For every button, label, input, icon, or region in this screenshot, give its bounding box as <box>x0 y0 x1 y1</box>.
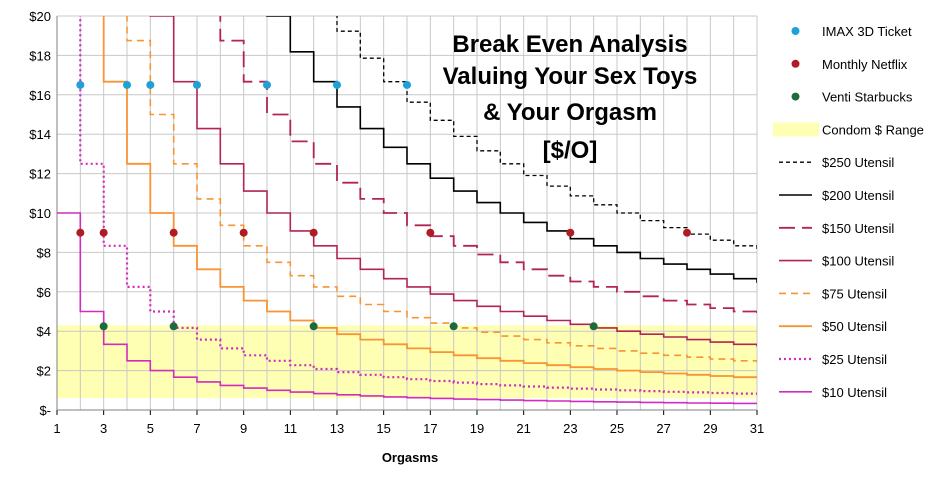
marker-venti-starbucks <box>449 322 458 331</box>
x-tick-label: 27 <box>656 421 670 436</box>
x-axis-label: Orgasms <box>382 450 438 465</box>
marker-monthly-netflix <box>683 228 691 237</box>
chart-title-line-2: Valuing Your Sex Toys <box>443 63 698 90</box>
x-tick-label: 23 <box>563 421 577 436</box>
y-tick-label: $10 <box>29 206 51 221</box>
y-tick-label: $16 <box>29 88 51 103</box>
legend-marker-imax-3d-ticket <box>791 27 800 35</box>
legend-label: $100 Utensil <box>822 254 894 269</box>
y-tick-label: $2 <box>37 364 51 379</box>
series-line-75 <box>126 16 757 363</box>
x-tick-label: 17 <box>423 421 437 436</box>
x-tick-label: 29 <box>703 421 717 436</box>
series-line-100 <box>149 16 757 347</box>
x-tick-label: 7 <box>193 421 200 436</box>
legend-label: $50 Utensil <box>822 319 887 334</box>
x-tick-label: 13 <box>330 421 344 436</box>
marker-monthly-netflix <box>309 228 318 237</box>
marker-imax-3d-ticket <box>123 80 131 89</box>
x-tick-label: 5 <box>147 421 154 436</box>
legend-label: Condom $ Range <box>822 122 924 137</box>
marker-monthly-netflix <box>169 228 178 237</box>
marker-venti-starbucks <box>589 322 598 331</box>
x-tick-label: 15 <box>376 421 390 436</box>
marker-imax-3d-ticket <box>76 80 85 89</box>
legend-label: $200 Utensil <box>822 188 894 203</box>
marker-venti-starbucks <box>169 322 178 331</box>
marker-monthly-netflix <box>76 228 85 237</box>
marker-imax-3d-ticket <box>193 80 201 89</box>
y-tick-label: $18 <box>29 48 51 63</box>
marker-monthly-netflix <box>426 228 435 237</box>
y-tick-label: $12 <box>29 167 51 182</box>
legend-label: Monthly Netflix <box>822 57 908 72</box>
series-line-10 <box>57 212 757 405</box>
x-tick-label: 31 <box>750 421 764 436</box>
legend-label: $10 Utensil <box>822 385 887 400</box>
legend-label: IMAX 3D Ticket <box>822 24 912 39</box>
y-tick-label: $14 <box>29 127 51 142</box>
x-tick-label: 9 <box>240 421 247 436</box>
legend: IMAX 3D Ticket Monthly Netflix Venti Starb… <box>773 24 924 400</box>
x-tick-label: 19 <box>470 421 484 436</box>
series-line-50 <box>102 16 757 379</box>
y-tick-label: $20 <box>29 9 51 24</box>
chart-title: Break Even Analysis Valuing Your Sex Toy… <box>443 31 698 164</box>
legend-label: $150 Utensil <box>822 221 894 236</box>
legend-marker-venti-starbucks <box>791 92 800 101</box>
legend-swatch-condom-range <box>773 122 819 137</box>
plot-layer: $-$2$4$6$8$10$12$14$16$18$201 3 5 7 9 11 13 15 1… <box>29 9 764 436</box>
legend-label: $75 Utensil <box>822 286 887 301</box>
x-tick-label: 11 <box>284 421 298 436</box>
x-tick-label: 1 <box>53 421 60 436</box>
marker-venti-starbucks <box>309 322 318 331</box>
legend-label: Venti Starbucks <box>822 90 913 105</box>
chart-title-line-1: Break Even Analysis <box>452 31 687 58</box>
y-tick-label: $8 <box>37 245 51 260</box>
legend-marker-monthly-netflix <box>791 59 800 68</box>
legend-label: $250 Utensil <box>822 155 894 170</box>
marker-imax-3d-ticket <box>263 80 271 89</box>
marker-venti-starbucks <box>99 322 108 331</box>
legend-label: $25 Utensil <box>822 352 887 367</box>
y-tick-label: $6 <box>37 285 51 300</box>
marker-monthly-netflix <box>99 228 108 237</box>
marker-monthly-netflix <box>566 228 575 237</box>
chart-title-line-3: & Your Orgasm <box>483 99 657 126</box>
x-tick-label: 21 <box>516 421 530 436</box>
x-tick-label: 25 <box>610 421 624 436</box>
series-line-25 <box>79 16 757 395</box>
series-line-150 <box>219 16 757 315</box>
y-tick-label: $- <box>39 403 51 418</box>
series-line-200 <box>266 16 757 283</box>
marker-imax-3d-ticket <box>403 80 411 89</box>
chart-title-line-4: [$/O] <box>543 137 598 164</box>
series-lines <box>57 16 757 405</box>
marker-imax-3d-ticket <box>333 80 341 89</box>
marker-monthly-netflix <box>239 228 248 237</box>
y-tick-label: $4 <box>37 324 51 339</box>
x-tick-label: 3 <box>100 421 107 436</box>
marker-imax-3d-ticket <box>146 80 155 89</box>
